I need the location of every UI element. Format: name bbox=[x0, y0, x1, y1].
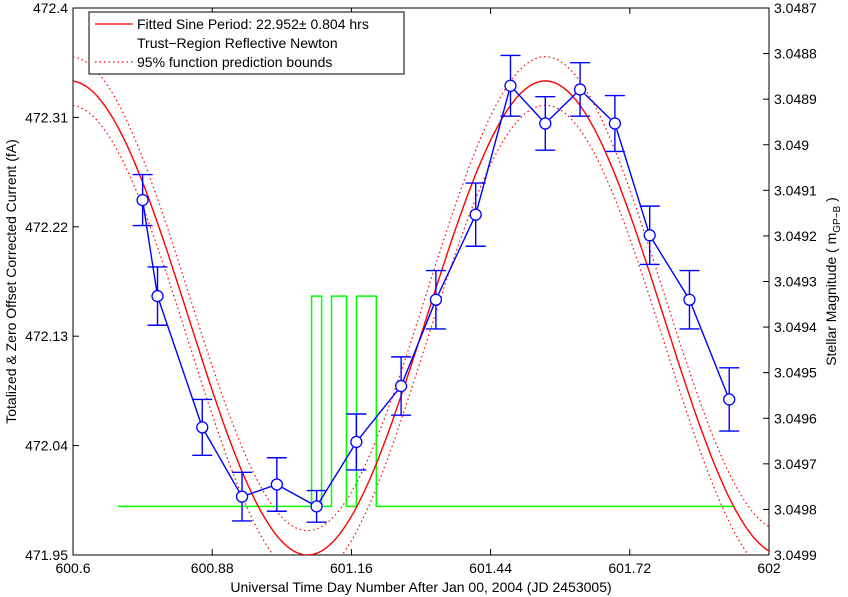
y-right-tick-label: 3.0494 bbox=[774, 319, 817, 335]
data-point bbox=[429, 293, 443, 306]
y-right-tick-label: 3.0492 bbox=[774, 228, 817, 244]
x-axis-ticks: 600.6 600.88 601.16 601.44 601.72 602 bbox=[55, 8, 781, 576]
y-right-axis-title: Stellar Magnitude ( mGP−B ) bbox=[823, 197, 843, 366]
series-layer bbox=[73, 54, 769, 555]
y-left-tick-label: 472.22 bbox=[25, 219, 68, 235]
x-tick-label: 601.16 bbox=[330, 560, 373, 576]
data-point bbox=[270, 478, 283, 491]
data-point bbox=[151, 289, 164, 303]
y-right-axis-title-main: Stellar Magnitude ( m bbox=[823, 233, 839, 366]
y-left-axis-ticks: 471.95 472.04 472.13 472.22 472.31 472.4 bbox=[25, 0, 79, 563]
fit-lower-bound-line bbox=[73, 104, 750, 555]
y-right-tick-label: 3.049 bbox=[774, 137, 809, 153]
data-point bbox=[723, 393, 736, 406]
data-point bbox=[196, 421, 209, 434]
y-right-tick-label: 3.0488 bbox=[774, 46, 817, 62]
y-left-tick-label: 471.95 bbox=[25, 547, 68, 563]
data-point bbox=[608, 117, 622, 130]
data-point bbox=[573, 83, 587, 96]
legend-label-fit-pm: ± 0.804 hrs bbox=[299, 16, 369, 32]
y-right-axis-title-sub: GP−B bbox=[832, 205, 843, 232]
x-axis-title: Universal Time Day Number After Jan 00, … bbox=[230, 579, 611, 595]
y-right-tick-label: 3.0498 bbox=[774, 501, 817, 517]
legend: Fitted Sine Period: 22.952± 0.804 hrs Tr… bbox=[88, 11, 405, 75]
x-tick-label: 600.6 bbox=[55, 560, 90, 576]
data-point bbox=[136, 193, 149, 207]
y-left-tick-label: 472.04 bbox=[25, 438, 68, 454]
y-right-tick-label: 3.0496 bbox=[774, 410, 817, 426]
y-right-tick-label: 3.0487 bbox=[774, 0, 817, 16]
legend-label-method: Trust−Region Reflective Newton bbox=[137, 35, 338, 51]
data-point bbox=[310, 500, 323, 513]
y-right-tick-label: 3.0493 bbox=[774, 274, 817, 290]
y-left-axis-title: Totalized & Zero Offset Corrected Curren… bbox=[3, 139, 19, 424]
data-point bbox=[350, 435, 363, 449]
legend-box bbox=[88, 11, 405, 75]
x-tick-label: 601.44 bbox=[469, 560, 512, 576]
y-right-tick-label: 3.0497 bbox=[774, 456, 817, 472]
data-point bbox=[643, 229, 656, 242]
x-tick-label: 600.88 bbox=[191, 560, 234, 576]
y-right-tick-label: 3.0499 bbox=[774, 547, 817, 563]
data-point bbox=[469, 208, 482, 221]
data-point bbox=[235, 490, 249, 503]
data-point bbox=[683, 293, 696, 306]
data-point bbox=[504, 79, 517, 92]
y-left-tick-label: 472.13 bbox=[25, 328, 68, 344]
y-right-tick-label: 3.0489 bbox=[774, 91, 817, 107]
data-point bbox=[394, 379, 408, 393]
y-left-tick-label: 472.31 bbox=[25, 109, 68, 125]
legend-label-fit-main: Fitted Sine Period: 22.952 bbox=[137, 16, 299, 32]
legend-label-bounds: 95% function prediction bounds bbox=[137, 54, 332, 70]
step-signal-line bbox=[117, 295, 735, 508]
x-tick-label: 602 bbox=[757, 560, 781, 576]
y-left-tick-label: 472.4 bbox=[33, 0, 68, 16]
y-right-tick-label: 3.0491 bbox=[774, 182, 817, 198]
fit-upper-bound-line bbox=[73, 55, 769, 532]
y-right-axis-ticks: 3.0487 3.0488 3.0489 3.049 3.0491 3.0492 3.049… bbox=[763, 0, 817, 563]
data-point bbox=[539, 117, 552, 130]
y-right-axis-title-end: ) bbox=[823, 197, 839, 206]
x-tick-label: 601.72 bbox=[608, 560, 651, 576]
legend-label-fit: Fitted Sine Period: 22.952± 0.804 hrs bbox=[137, 16, 369, 32]
y-right-tick-label: 3.0495 bbox=[774, 365, 817, 381]
